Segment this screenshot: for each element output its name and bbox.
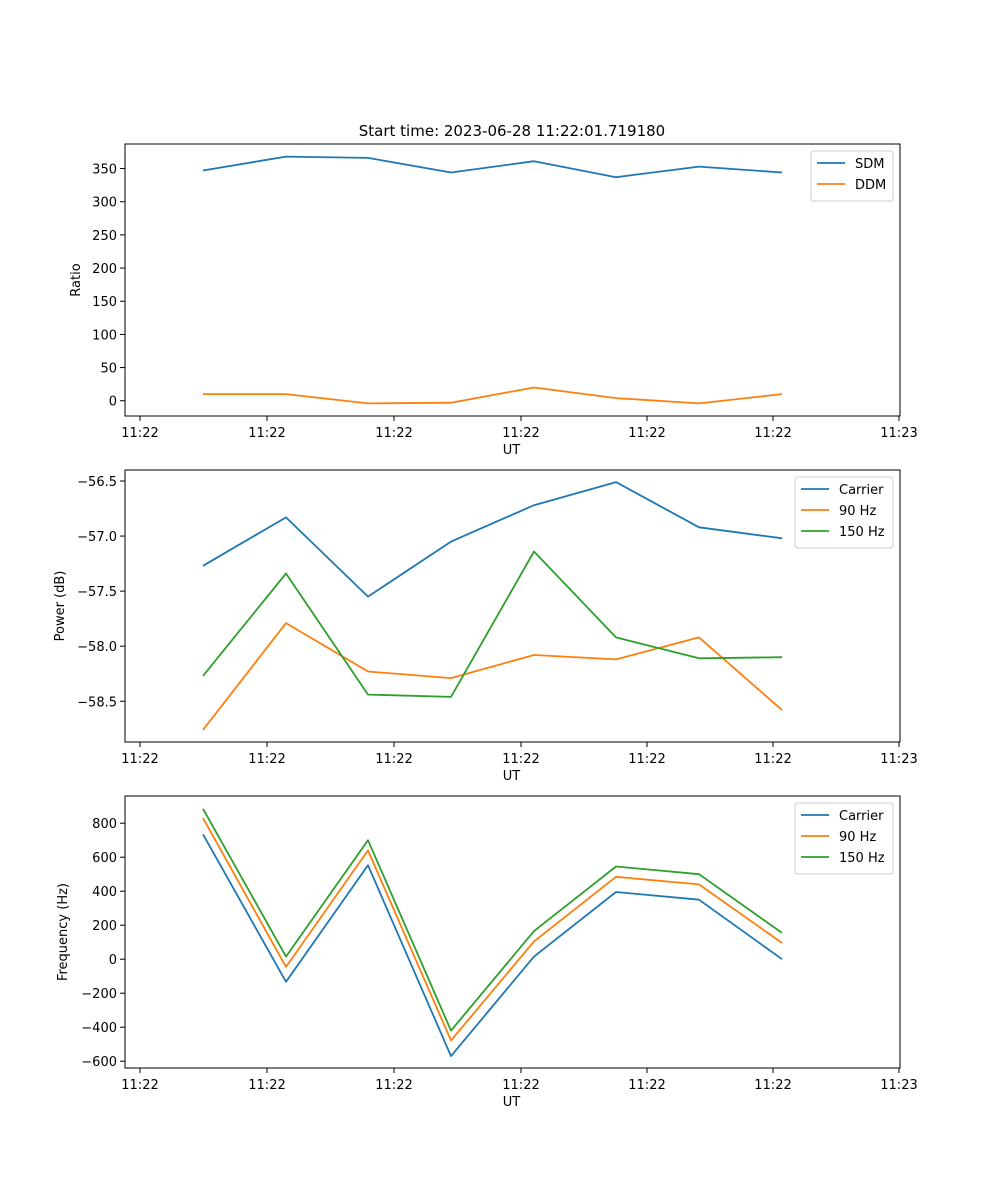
x-tick-label: 11:22	[248, 1078, 285, 1093]
legend-label: Carrier	[839, 809, 884, 824]
subplot-3: 11:22 11:22 11:22 11:22 11:22 11:22 11:23 UT −60…	[56, 795, 918, 1110]
series-line-150-hz	[202, 808, 783, 1032]
legend-label: 90 Hz	[839, 504, 876, 519]
x-axis-label: UT	[503, 443, 521, 458]
y-tick-label: 400	[92, 885, 117, 900]
y-tick-label: 350	[92, 163, 117, 178]
subplots: 11:22 11:22 11:22 11:22 11:22 11:22 11:23 UT 0 50…	[53, 143, 918, 1110]
x-tick-label: 11:23	[880, 1078, 917, 1093]
subplot-2: 11:22 11:22 11:22 11:22 11:22 11:22 11:23 UT −58…	[53, 469, 918, 784]
legend: Carrier 90 Hz 150 Hz	[794, 802, 894, 875]
x-tick-label: 11:22	[248, 426, 285, 441]
y-tick-label: 600	[92, 851, 117, 866]
series-line-90-hz	[202, 622, 783, 731]
series-line-ddm	[203, 386, 783, 405]
y-tick-label: −58.5	[77, 695, 117, 710]
series-line-90-hz	[202, 817, 783, 1042]
y-axis-label: Frequency (Hz)	[56, 883, 71, 981]
y-tick-label: 200	[92, 919, 117, 934]
series-line-carrier	[202, 833, 783, 1057]
y-tick-label: 50	[100, 362, 117, 377]
x-tick-label: 11:22	[375, 426, 412, 441]
y-tick-label: 0	[109, 953, 117, 968]
x-axis-label: UT	[503, 769, 521, 784]
y-tick-label: 250	[92, 229, 117, 244]
y-tick-label: 300	[92, 196, 117, 211]
x-tick-label: 11:22	[628, 752, 665, 767]
series-line-sdm	[202, 155, 783, 179]
y-tick-label: −400	[81, 1021, 117, 1036]
y-tick-label: −57.5	[77, 585, 117, 600]
legend-label: 90 Hz	[839, 830, 876, 845]
legend-label: SDM	[855, 157, 884, 172]
y-tick-label: 200	[92, 262, 117, 277]
axes-frame	[124, 469, 901, 743]
legend: Carrier 90 Hz 150 Hz	[794, 476, 894, 549]
x-tick-label: 11:23	[880, 752, 917, 767]
y-tick-label: 100	[92, 328, 117, 343]
x-tick-label: 11:22	[121, 426, 158, 441]
legend-label: 150 Hz	[839, 525, 885, 540]
y-axis-label: Power (dB)	[53, 571, 68, 642]
legend-label: 150 Hz	[839, 851, 885, 866]
y-tick-label: 0	[109, 395, 117, 410]
x-axis-label: UT	[503, 1095, 521, 1110]
subplot-1: 11:22 11:22 11:22 11:22 11:22 11:22 11:23 UT 0 50…	[69, 143, 918, 458]
x-tick-label: 11:22	[121, 1078, 158, 1093]
series-line-150-hz	[202, 550, 783, 698]
y-axis-label: Ratio	[69, 263, 84, 296]
x-tick-label: 11:22	[754, 426, 791, 441]
x-tick-label: 11:22	[248, 752, 285, 767]
x-tick-label: 11:22	[375, 752, 412, 767]
legend-label: DDM	[855, 178, 886, 193]
x-tick-label: 11:22	[502, 752, 539, 767]
y-tick-label: −200	[81, 987, 117, 1002]
y-tick-label: −600	[81, 1055, 117, 1070]
x-tick-label: 11:22	[502, 1078, 539, 1093]
x-tick-label: 11:22	[502, 426, 539, 441]
figure-title: Start time: 2023-06-28 11:22:01.719180	[359, 122, 665, 140]
series-line-carrier	[202, 481, 783, 598]
legend: SDM DDM	[810, 150, 894, 202]
x-tick-label: 11:23	[880, 426, 917, 441]
x-tick-label: 11:22	[375, 1078, 412, 1093]
axes-frame	[124, 143, 901, 417]
x-tick-label: 11:22	[628, 1078, 665, 1093]
axes-frame	[124, 795, 901, 1069]
legend-label: Carrier	[839, 483, 884, 498]
y-tick-label: −58.0	[77, 640, 117, 655]
y-tick-label: 800	[92, 817, 117, 832]
x-tick-label: 11:22	[754, 1078, 791, 1093]
x-tick-label: 11:22	[754, 752, 791, 767]
x-tick-label: 11:22	[628, 426, 665, 441]
y-tick-label: −57.0	[77, 530, 117, 545]
y-tick-label: −56.5	[77, 475, 117, 490]
y-tick-label: 150	[92, 295, 117, 310]
x-tick-label: 11:22	[121, 752, 158, 767]
